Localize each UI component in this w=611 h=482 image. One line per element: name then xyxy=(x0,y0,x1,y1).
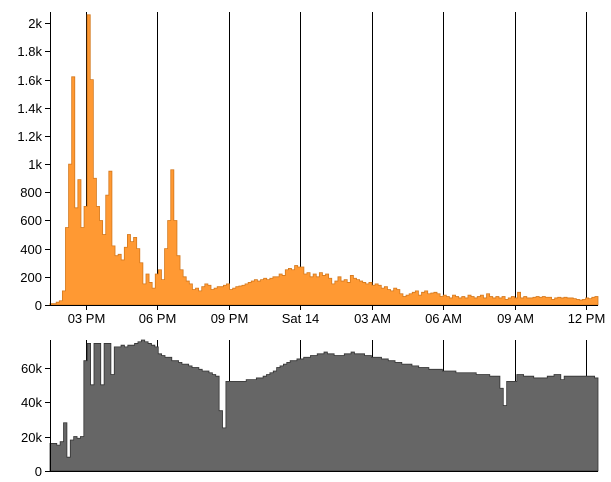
bottom-area-series xyxy=(49,339,599,472)
y-tick-label-6: 1.2k xyxy=(17,129,42,144)
y-tick-label-9: 1.8k xyxy=(17,44,42,59)
y-tick-label-3: 600 xyxy=(20,213,42,228)
y-tick-label-1: 20k xyxy=(21,430,42,445)
y-tick-label-2: 400 xyxy=(20,242,42,257)
y-tick-label-7: 1.4k xyxy=(17,101,42,116)
x-tick-label-2: 09 PM xyxy=(211,311,249,326)
y-tick-label-4: 800 xyxy=(20,185,42,200)
x-tick-label-3: Sat 14 xyxy=(282,311,320,326)
y-tick-label-5: 1k xyxy=(28,157,42,172)
y-tick-label-0: 0 xyxy=(35,464,42,479)
y-tick-label-1: 200 xyxy=(20,270,42,285)
top-x-axis-ticks: 03 PM 06 PM 09 PM Sat 14 03 AM 06 AM 09 AM 12 P… xyxy=(68,305,606,326)
x-tick-label-1: 06 PM xyxy=(139,311,177,326)
top-vertical-gridlines xyxy=(86,12,587,305)
x-tick-label-0: 03 PM xyxy=(68,311,106,326)
bottom-chart-totals: 0 20k 40k 60k xyxy=(21,339,599,479)
x-tick-label-6: 09 AM xyxy=(497,311,534,326)
y-tick-label-0: 0 xyxy=(35,298,42,313)
top-area-series xyxy=(49,14,599,306)
y-tick-label-2: 40k xyxy=(21,395,42,410)
x-tick-label-5: 06 AM xyxy=(425,311,462,326)
x-tick-label-4: 03 AM xyxy=(354,311,391,326)
y-tick-label-10: 2k xyxy=(28,16,42,31)
bottom-y-axis-ticks: 0 20k 40k 60k xyxy=(21,361,50,479)
y-tick-label-3: 60k xyxy=(21,361,42,376)
top-y-axis-ticks: 0 200 400 600 800 1k 1.2k 1.4k 1.6k 1.8k 2k xyxy=(17,16,50,313)
y-tick-label-8: 1.6k xyxy=(17,73,42,88)
x-tick-label-7: 12 PM xyxy=(568,311,606,326)
